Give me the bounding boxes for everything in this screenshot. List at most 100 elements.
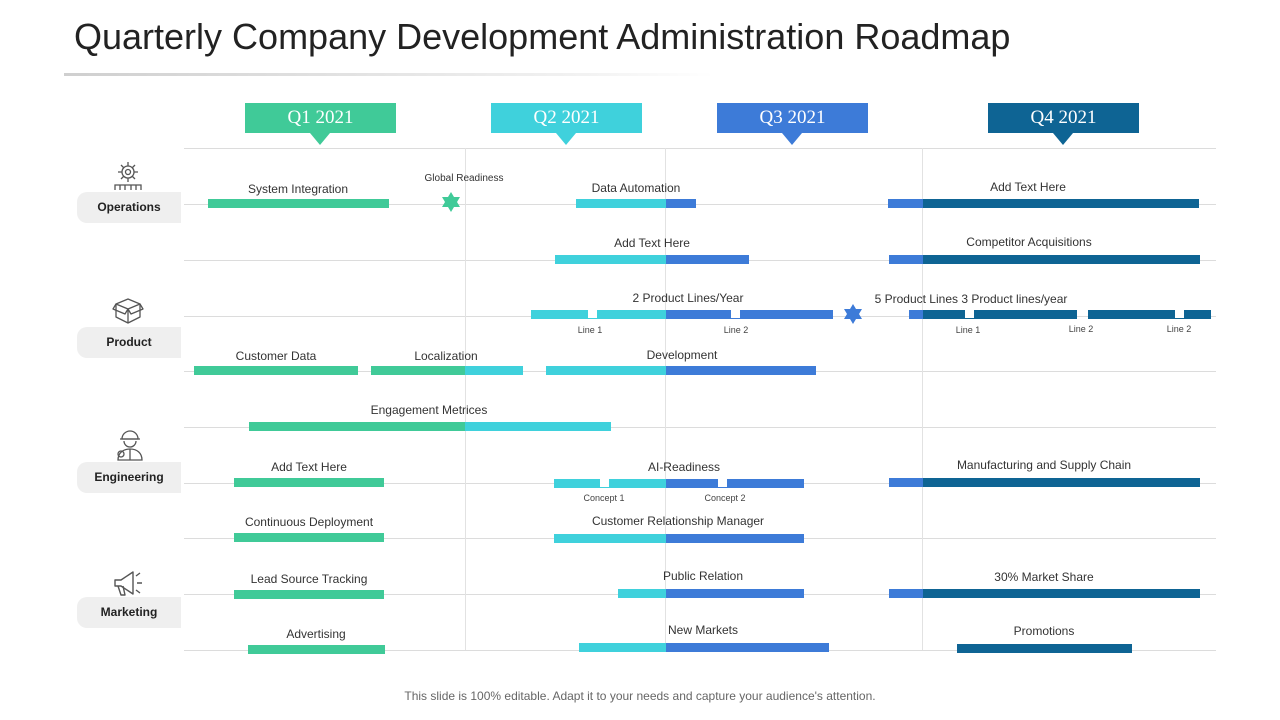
task-label: Add Text Here <box>614 236 690 250</box>
task-bar <box>234 478 384 487</box>
department-product: Product <box>77 327 181 358</box>
task-label: Continuous Deployment <box>244 515 374 529</box>
task-bar <box>576 199 666 208</box>
task-bar <box>234 590 384 599</box>
task-label: 5 Product Lines 3 Product lines/year <box>874 292 1068 306</box>
phase-marker <box>1175 310 1184 318</box>
megaphone-icon <box>114 571 142 596</box>
phase-label: Line 1 <box>577 325 603 335</box>
quarter-header-q3: Q3 2021 <box>717 103 868 145</box>
phase-label: Line 1 <box>955 325 981 335</box>
task-bar <box>555 255 666 264</box>
phase-label: Concept 2 <box>704 493 746 503</box>
chevron-down-icon <box>310 133 330 145</box>
task-label: Add Text Here <box>990 180 1066 194</box>
milestone-label: Global Readiness <box>424 173 504 184</box>
quarter-header-q4: Q4 2021 <box>988 103 1139 145</box>
task-label: Promotions <box>1013 624 1075 638</box>
task-label: Manufacturing and Supply Chain <box>956 458 1132 472</box>
milestone-star-icon <box>442 192 460 212</box>
task-bar <box>249 422 465 431</box>
task-label: Data Automation <box>591 181 681 195</box>
task-bar <box>465 366 523 375</box>
task-bar <box>234 533 384 542</box>
task-bar <box>666 479 804 488</box>
quarter-header-q1: Q1 2021 <box>245 103 396 145</box>
task-label: Localization <box>414 349 478 363</box>
quarter-label: Q1 2021 <box>287 107 354 128</box>
task-bar <box>923 255 1200 264</box>
task-label: 30% Market Share <box>994 570 1094 584</box>
task-bar <box>666 643 829 652</box>
task-bar <box>579 643 666 652</box>
task-label: System Integration <box>247 182 349 196</box>
chevron-down-icon <box>556 133 576 145</box>
phase-label: Concept 1 <box>583 493 625 503</box>
department-operations: Operations <box>77 192 181 223</box>
task-bar <box>248 645 385 654</box>
task-bar <box>666 589 804 598</box>
box-icon <box>112 298 144 324</box>
task-bar <box>889 589 923 598</box>
task-bar <box>531 310 666 319</box>
task-bar <box>888 199 923 208</box>
task-bar <box>923 199 1199 208</box>
task-label: Engagement Metrices <box>370 403 488 417</box>
task-bar <box>666 366 816 375</box>
phase-label: Line 2 <box>1166 324 1192 334</box>
task-bar <box>957 644 1132 653</box>
task-bar <box>666 534 804 543</box>
task-label: AI-Readiness <box>647 460 721 474</box>
task-bar <box>923 589 1200 598</box>
task-label: Customer Data <box>235 349 317 363</box>
phase-marker <box>731 310 740 318</box>
quarter-header-q2: Q2 2021 <box>491 103 642 145</box>
gear-icon <box>114 162 142 190</box>
grid-line <box>184 427 1216 428</box>
task-bar <box>1088 310 1211 319</box>
task-label: Advertising <box>286 627 346 641</box>
quarter-divider <box>465 148 466 650</box>
task-bar <box>889 478 923 487</box>
grid-line <box>184 148 1216 149</box>
task-bar <box>371 366 465 375</box>
task-label: New Markets <box>667 623 739 637</box>
task-bar <box>554 534 666 543</box>
task-label: Competitor Acquisitions <box>966 235 1092 249</box>
task-label: Customer Relationship Manager <box>591 514 765 528</box>
department-marketing: Marketing <box>77 597 181 628</box>
chevron-down-icon <box>782 133 802 145</box>
task-bar <box>666 310 833 319</box>
chevron-down-icon <box>1053 133 1073 145</box>
milestone-star-icon <box>844 304 862 324</box>
task-label: 2 Product Lines/Year <box>632 291 744 305</box>
task-bar <box>909 310 923 319</box>
quarter-divider <box>665 148 666 650</box>
phase-marker <box>965 310 974 318</box>
title-underline <box>64 73 714 76</box>
quarter-label: Q4 2021 <box>1030 107 1097 128</box>
quarter-divider <box>922 148 923 650</box>
task-bar <box>208 199 389 208</box>
quarter-label: Q3 2021 <box>759 107 826 128</box>
task-bar <box>465 422 611 431</box>
task-bar <box>923 310 1077 319</box>
phase-label: Line 2 <box>723 325 749 335</box>
phase-marker <box>600 479 609 487</box>
task-label: Add Text Here <box>271 460 347 474</box>
task-bar <box>666 199 696 208</box>
task-bar <box>194 366 358 375</box>
task-label: Development <box>646 348 718 362</box>
footer-note: This slide is 100% editable. Adapt it to… <box>404 689 876 703</box>
task-bar <box>546 366 666 375</box>
quarter-label: Q2 2021 <box>533 107 600 128</box>
task-label: Lead Source Tracking <box>250 572 368 586</box>
task-bar <box>554 479 666 488</box>
engineer-icon <box>117 430 143 461</box>
task-label: Public Relation <box>662 569 744 583</box>
task-bar <box>889 255 923 264</box>
task-bar <box>666 255 749 264</box>
grid-line <box>184 204 1216 205</box>
phase-label: Line 2 <box>1068 324 1094 334</box>
task-bar <box>923 478 1200 487</box>
